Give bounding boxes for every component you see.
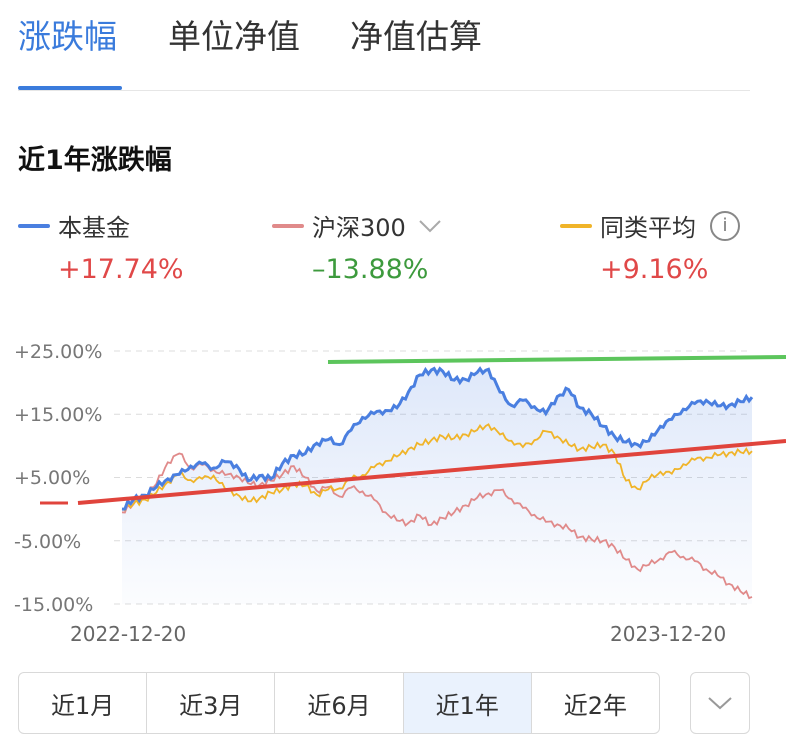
- range-1m-button[interactable]: 近1月: [19, 673, 148, 733]
- index-swatch: [272, 223, 304, 228]
- more-ranges-button[interactable]: [690, 672, 750, 734]
- chevron-down-icon[interactable]: [418, 218, 442, 234]
- info-icon[interactable]: i: [710, 210, 740, 241]
- annotation-green-line: [327, 355, 786, 364]
- range-2y-button[interactable]: 近2年: [563, 691, 628, 720]
- fund-swatch: [18, 223, 50, 228]
- fund-area: [122, 368, 752, 604]
- y-tick-label: +25.00%: [14, 341, 103, 363]
- legend-peer-avg: 同类平均 i: [560, 208, 740, 243]
- y-tick-label: +5.00%: [14, 467, 91, 489]
- tab-unit-nav[interactable]: 单位净值: [168, 17, 300, 56]
- legend-index[interactable]: 沪深300: [272, 208, 442, 243]
- x-end-label: 2023-12-20: [610, 622, 727, 646]
- legend-peer-value: +9.16%: [600, 254, 709, 285]
- section-title: 近1年涨跌幅: [18, 145, 172, 176]
- chevron-down-icon: [708, 697, 732, 710]
- legend-index-label: 沪深300: [312, 214, 406, 242]
- tab-bar: 涨跌幅 单位净值 净值估算: [18, 0, 750, 91]
- fund-line: [121, 366, 754, 511]
- y-tick-label: +15.00%: [14, 404, 103, 426]
- x-start-label: 2022-12-20: [70, 622, 187, 646]
- legend-fund-value: +17.74%: [58, 254, 184, 285]
- peer-swatch: [560, 223, 592, 228]
- range-6m-button[interactable]: 近6月: [275, 673, 404, 733]
- annotation-red-line: [77, 439, 786, 505]
- legend-index-value: –13.88%: [312, 254, 429, 285]
- time-range-selector: 近1月 近3月 近6月 近1年 近2年: [18, 672, 660, 734]
- legend-fund-label: 本基金: [58, 214, 130, 242]
- legend-peer-label: 同类平均: [600, 214, 696, 242]
- range-1y-button[interactable]: 近1年: [403, 673, 532, 733]
- active-tab-indicator: [18, 86, 122, 90]
- legend-fund: 本基金: [18, 208, 130, 243]
- tab-nav-estimate[interactable]: 净值估算: [350, 17, 482, 56]
- range-3m-button[interactable]: 近3月: [147, 673, 276, 733]
- y-tick-label: -15.00%: [14, 594, 94, 616]
- performance-chart[interactable]: [0, 0, 786, 660]
- tab-change-rate[interactable]: 涨跌幅: [18, 17, 117, 56]
- y-tick-label: -5.00%: [14, 531, 82, 553]
- index-line: [121, 452, 753, 600]
